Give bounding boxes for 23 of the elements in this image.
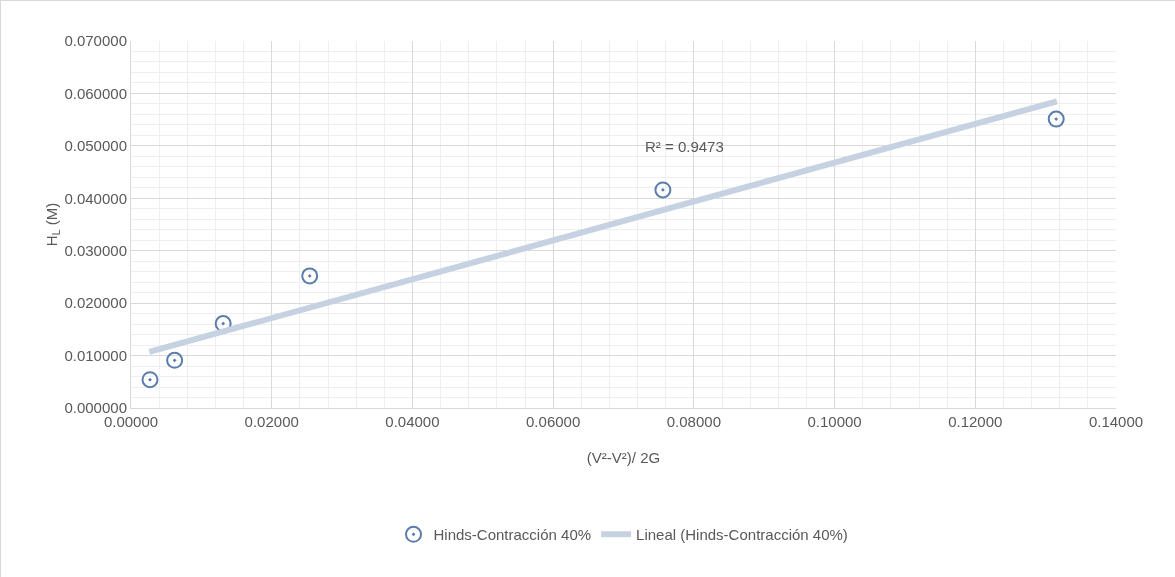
y-tick-label: 0.020000 [64, 294, 127, 312]
x-tick-label: 0.12000 [948, 413, 1003, 430]
x-tick-label: 0.10000 [807, 413, 862, 430]
y-tick-label: 0.070000 [64, 32, 127, 50]
point [166, 351, 184, 369]
x-tick-label: 0.04000 [385, 413, 440, 430]
x-tick-label: 0.14000 [1088, 413, 1144, 430]
point [301, 267, 319, 285]
y-tick-label: 0.010000 [64, 346, 127, 364]
legend-label: Hinds-Contracción 40% [433, 526, 592, 544]
y-tick-label: 0.040000 [64, 189, 127, 207]
point [654, 181, 672, 199]
legend-label: Lineal (Hinds-Contracción 40%) [636, 526, 848, 544]
x-axis-title: (V²-V²)/ 2G [586, 449, 661, 466]
x-tick-label: 0.06000 [526, 413, 581, 430]
x-tick-label: 0.08000 [666, 413, 721, 430]
x-tick-label: 0.02000 [244, 413, 299, 430]
point [141, 371, 159, 389]
point [1047, 110, 1065, 128]
y-tick-label: 0.050000 [64, 137, 127, 155]
y-tick-label: 0.060000 [64, 84, 127, 102]
y-tick-label: 0.030000 [64, 241, 127, 259]
annotation: R² = 0.9473 [645, 138, 724, 155]
